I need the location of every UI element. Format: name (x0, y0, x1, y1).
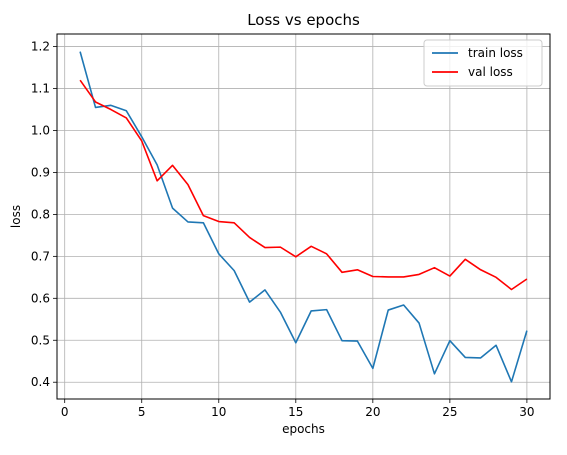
legend-label-val-loss: val loss (468, 65, 513, 79)
y-tick-label: 0.9 (31, 165, 50, 179)
x-tick-label: 0 (61, 405, 69, 419)
y-tick-label: 0.8 (31, 207, 50, 221)
y-tick-label: 1.2 (31, 40, 50, 54)
x-tick-label: 30 (519, 405, 534, 419)
legend-box (423, 39, 543, 87)
y-tick-label: 0.6 (31, 291, 50, 305)
y-tick-label: 1.0 (31, 123, 50, 137)
x-tick-label: 10 (211, 405, 226, 419)
plot-frame (56, 33, 551, 400)
chart-title: Loss vs epochs (247, 11, 360, 29)
x-tick-label: 25 (442, 405, 457, 419)
series-line-val-loss (79, 79, 528, 291)
x-tick-label: 20 (365, 405, 380, 419)
x-axis-label: epochs (282, 422, 325, 436)
y-tick-label: 0.4 (31, 375, 50, 389)
y-tick-label: 0.7 (31, 249, 50, 263)
legend-label-train-loss: train loss (468, 46, 523, 60)
y-tick-label: 0.5 (31, 333, 50, 347)
y-axis-label: loss (9, 205, 23, 228)
series-layer (79, 51, 528, 383)
ticks: 0 5 10 15 20 25 30 0.4 0.5 0.6 0.7 0.8 0.9 1.0 1.1 1.2 (31, 40, 535, 419)
grid (57, 34, 550, 399)
legend: train loss val loss (423, 39, 543, 87)
series-line-train-loss (79, 51, 528, 383)
x-tick-label: 5 (138, 405, 146, 419)
x-tick-label: 15 (288, 405, 303, 419)
y-tick-label: 1.1 (31, 82, 50, 96)
